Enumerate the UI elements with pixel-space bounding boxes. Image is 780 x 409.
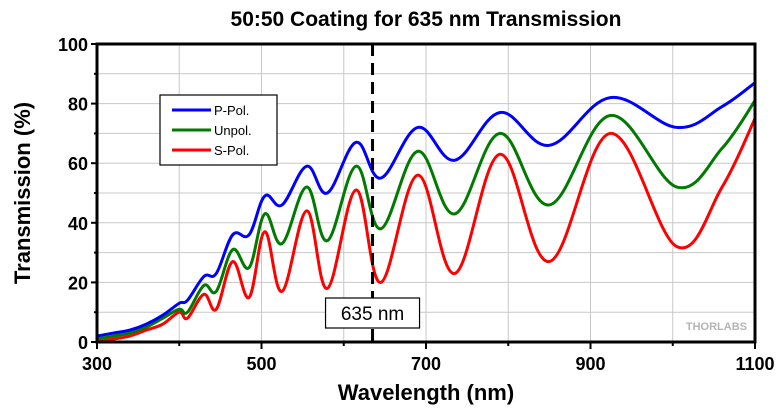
annotation-box: 635 nm <box>324 297 421 329</box>
y-axis-label: Transmission (%) <box>10 102 35 284</box>
ticks: 300 500 700 900 1100 0 20 40 60 80 100 <box>58 35 775 374</box>
chart-title: 50:50 Coating for 635 nm Transmission <box>231 8 622 31</box>
watermark-logo: THORLABS <box>686 321 747 333</box>
x-tick-label: 700 <box>411 354 441 374</box>
grid <box>97 44 755 342</box>
y-tick-label: 0 <box>78 333 88 353</box>
series-line-p-pol <box>96 81 756 338</box>
x-axis-label: Wavelength (nm) <box>338 380 514 405</box>
y-tick-label: 80 <box>68 95 88 115</box>
legend-label: P-Pol. <box>214 103 249 118</box>
y-tick-label: 20 <box>68 273 88 293</box>
legend-label: Unpol. <box>214 123 252 138</box>
x-tick-label: 1100 <box>735 354 774 374</box>
legend: P-Pol. Unpol. S-Pol. <box>159 94 278 166</box>
series-lines <box>96 81 757 344</box>
y-tick-label: 60 <box>68 154 88 174</box>
x-tick-label: 500 <box>246 354 276 374</box>
x-tick-label: 900 <box>575 354 605 374</box>
annotation-label: 635 nm <box>341 304 404 325</box>
annotation-rect <box>324 297 421 329</box>
y-tick-label: 100 <box>58 35 88 55</box>
legend-label: S-Pol. <box>214 143 249 158</box>
series-line-unpol <box>96 99 757 341</box>
y-tick-label: 40 <box>68 214 88 234</box>
x-tick-label: 300 <box>82 354 112 374</box>
series-line-s-pol <box>96 117 757 344</box>
